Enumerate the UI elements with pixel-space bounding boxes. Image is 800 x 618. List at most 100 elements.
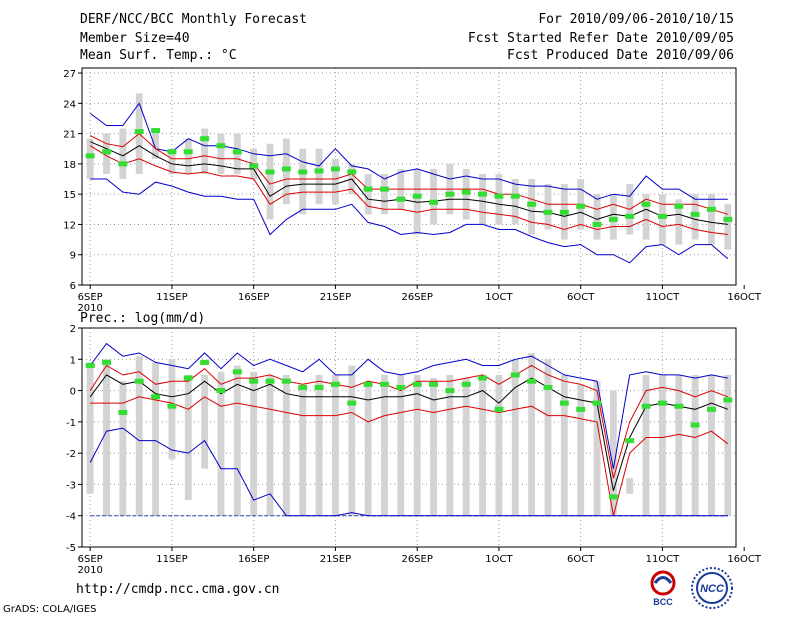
- precip-spread-box: [430, 378, 437, 516]
- precip-spread-box: [233, 365, 241, 516]
- temp-xtick-label: 11OCT: [646, 292, 681, 303]
- precip-observed-mark: [183, 375, 193, 381]
- precip-observed-mark: [723, 397, 733, 403]
- start-date: Fcst Started Refer Date 2010/09/05: [467, 31, 734, 46]
- precip-observed-mark: [330, 381, 340, 387]
- bcc-logo: BCC: [650, 570, 676, 607]
- precip-spread-box: [528, 353, 536, 516]
- grads-credit: GrADS: COLA/IGES: [3, 604, 97, 615]
- precip-observed-mark: [674, 403, 684, 409]
- precip-spread-box: [201, 374, 209, 469]
- precip-observed-mark: [281, 378, 291, 384]
- precip-observed-mark: [445, 388, 455, 394]
- precip-spread-box: [103, 359, 110, 516]
- precip-observed-mark: [576, 406, 586, 412]
- precip-spread-box: [397, 374, 405, 516]
- precip-xtick-label: 16SEP: [238, 554, 269, 565]
- precip-observed-mark: [265, 378, 275, 384]
- precip-xtick-label: 11SEP: [156, 554, 187, 565]
- temp-observed-mark: [494, 193, 504, 199]
- temp-observed-mark: [641, 201, 651, 207]
- precip-spread-box: [658, 374, 666, 516]
- precip-observed-mark: [478, 375, 488, 381]
- temp-spread-box: [593, 194, 601, 240]
- ncc-logo-text: NCC: [700, 583, 725, 595]
- temp-spread-box: [479, 173, 487, 225]
- precip-spread-box: [184, 374, 192, 501]
- precip-spread-box: [331, 374, 339, 516]
- temp-spread-box: [381, 173, 388, 215]
- temp-observed-mark: [723, 216, 733, 222]
- temp-observed-mark: [625, 213, 635, 219]
- temp-observed-mark: [510, 193, 520, 199]
- temp-observed-mark: [330, 166, 340, 172]
- temp-spread-box: [364, 173, 372, 215]
- precip-observed-mark: [232, 369, 242, 375]
- variable-label: Mean Surf. Temp.: °C: [80, 48, 237, 63]
- precip-observed-mark: [641, 403, 651, 409]
- precip-observed-mark: [543, 384, 553, 390]
- temp-ytick-label: 12: [63, 220, 76, 231]
- precip-observed-mark: [314, 384, 324, 390]
- precip-observed-mark: [167, 403, 177, 409]
- precip-observed-mark: [559, 400, 569, 406]
- temp-observed-mark: [134, 129, 144, 135]
- precip-spread-box: [381, 374, 388, 516]
- temp-year-label: 2010: [77, 303, 102, 314]
- temp-observed-mark: [559, 209, 569, 215]
- temp-line-max: [89, 102, 728, 200]
- temp-line-min: [90, 178, 729, 264]
- precip-line-spread_high: [89, 364, 728, 479]
- temp-ytick-label: 18: [63, 160, 76, 171]
- temp-observed-mark: [380, 186, 389, 192]
- temp-observed-mark: [265, 169, 275, 175]
- temp-observed-mark: [347, 169, 357, 175]
- temp-spread-box: [119, 128, 127, 180]
- temp-ytick-label: 6: [70, 281, 76, 292]
- precip-spread-box: [626, 478, 634, 494]
- temp-spread-box: [691, 194, 699, 240]
- temp-observed-mark: [118, 161, 128, 167]
- temp-spread-box: [201, 128, 209, 174]
- temp-spread-box: [658, 194, 666, 245]
- website-url[interactable]: http://cmdp.ncc.cma.gov.cn: [76, 582, 280, 597]
- precip-xtick-label: 6OCT: [567, 554, 595, 565]
- temp-xtick-label: 26SEP: [401, 292, 432, 303]
- precip-observed-mark: [363, 381, 373, 387]
- precip-spread-box: [544, 359, 552, 516]
- precip-observed-mark: [625, 438, 635, 444]
- precip-spread-box: [691, 374, 699, 516]
- temp-xtick-label: 21SEP: [320, 292, 351, 303]
- temp-spread-box: [528, 179, 536, 235]
- temp-spread-box: [724, 204, 732, 250]
- precip-observed-mark: [102, 359, 111, 365]
- precip-spread-box: [217, 371, 225, 516]
- temp-ytick-label: 15: [63, 190, 76, 201]
- temp-xtick-label: 6SEP: [78, 292, 103, 303]
- temp-spread-box: [331, 158, 339, 205]
- temp-observed-mark: [674, 203, 684, 209]
- temp-xtick-label: 16OCT: [727, 292, 762, 303]
- precip-ytick-label: -4: [66, 512, 76, 523]
- precip-observed-mark: [396, 384, 406, 390]
- temp-line-ensemble_mean: [90, 141, 728, 225]
- precip-spread-box: [168, 359, 176, 460]
- precip-ytick-label: -2: [66, 449, 76, 460]
- precip-line-spread_low: [90, 396, 729, 516]
- precip-ytick-label: 1: [70, 355, 76, 366]
- temp-spread-box: [299, 148, 307, 215]
- precip-observed-mark: [249, 378, 259, 384]
- temp-spread-box: [544, 184, 552, 230]
- temp-ytick-label: 27: [63, 69, 76, 80]
- precip-plot-frame: [81, 327, 737, 548]
- precip-spread-box: [560, 374, 568, 516]
- precip-xtick-label: 11OCT: [646, 554, 681, 565]
- precip-observed-mark: [412, 381, 422, 387]
- precip-spread-box: [511, 359, 519, 516]
- temp-xtick-label: 16SEP: [238, 292, 269, 303]
- precip-observed-mark: [200, 359, 210, 365]
- temp-observed-mark: [608, 216, 618, 222]
- temp-spread-box: [184, 138, 192, 174]
- precip-spread-box: [577, 384, 585, 516]
